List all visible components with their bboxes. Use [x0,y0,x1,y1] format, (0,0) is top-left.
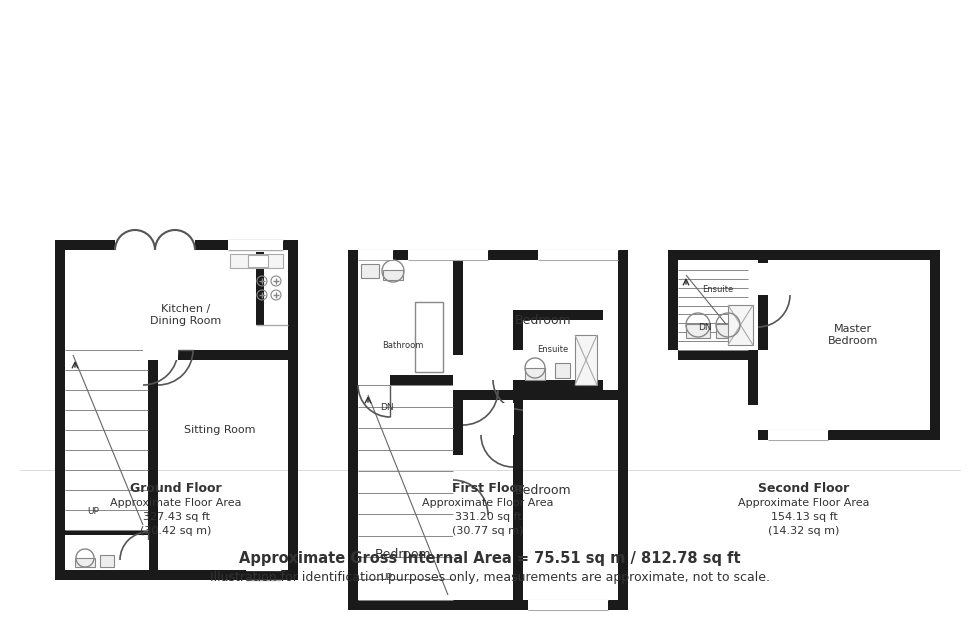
Bar [748,350,758,440]
Bar [256,252,264,325]
Bar [668,430,940,440]
Text: Master
Bedroom: Master Bedroom [828,324,878,346]
Bar [148,355,158,570]
Bar [348,250,358,610]
Bar [555,363,570,378]
Bar [100,555,114,567]
Bar [143,349,178,360]
Text: Approximate Gross Internal Area = 75.51 sq m / 812.78 sq ft: Approximate Gross Internal Area = 75.51 … [239,550,741,566]
Bar [348,600,628,610]
Text: Bedroom: Bedroom [514,483,571,497]
Text: 331.20 sq ft: 331.20 sq ft [455,512,521,522]
Bar [358,250,393,260]
Text: First Floor: First Floor [452,482,524,495]
Bar [230,254,283,268]
Bar [453,390,618,400]
Bar [716,324,740,338]
Text: 327.43 sq ft: 327.43 sq ft [142,512,210,522]
Bar [575,335,597,385]
Text: Bathroom: Bathroom [382,340,423,349]
Text: Kitchen /
Dining Room: Kitchen / Dining Room [150,304,221,326]
Bar [668,250,940,260]
Text: 154.13 sq ft: 154.13 sq ft [770,512,837,522]
Bar [361,264,379,278]
Text: (30.42 sq m): (30.42 sq m) [140,526,212,536]
Text: Sitting Room: Sitting Room [184,425,256,435]
Bar [668,350,758,360]
Text: Approximate Floor Area: Approximate Floor Area [422,498,554,508]
Text: Approximate Floor Area: Approximate Floor Area [111,498,242,508]
Bar [528,600,608,610]
Bar [453,515,464,550]
Text: Ensuite: Ensuite [537,346,568,355]
Bar [513,350,524,380]
Text: (14.32 sq m): (14.32 sq m) [768,526,840,536]
Bar [453,355,464,390]
Bar [348,250,628,260]
Bar [513,380,603,390]
Bar [525,368,545,380]
Bar [758,263,769,295]
Text: DN: DN [698,323,711,333]
Bar [415,302,443,372]
Bar [65,530,148,535]
Bar [383,270,403,280]
Bar [513,310,603,320]
Text: DN: DN [380,403,394,412]
Bar [668,250,678,440]
Bar [758,260,768,350]
Text: UP: UP [380,573,392,582]
Bar [513,310,523,390]
Text: Bedroom: Bedroom [374,548,431,561]
Bar [408,250,488,260]
Bar [55,240,65,580]
Bar [138,540,149,570]
Text: UP: UP [87,508,99,516]
Text: Bedroom: Bedroom [514,314,571,326]
Bar [358,374,390,385]
Bar [75,558,95,567]
Text: Ensuite: Ensuite [703,285,734,294]
Bar [248,255,268,267]
Bar [230,254,283,268]
Bar [668,350,678,440]
Bar [538,250,618,260]
Bar [288,240,298,580]
Bar [768,430,828,440]
Bar [503,403,514,435]
Bar [686,324,710,338]
Bar [358,375,453,385]
Bar [55,570,298,580]
Bar [115,240,195,250]
Bar [668,405,758,440]
Bar [148,350,289,360]
Text: Illustration for identification purposes only, measurements are approximate, not: Illustration for identification purposes… [210,572,770,584]
Text: Approximate Floor Area: Approximate Floor Area [738,498,870,508]
Bar [246,559,281,571]
Bar [417,304,441,370]
Bar [728,305,753,345]
Bar [930,250,940,440]
Bar [55,240,298,250]
Bar [453,260,463,455]
Bar [618,250,628,610]
Bar [513,400,523,600]
Text: Second Floor: Second Floor [759,482,850,495]
Text: Ground Floor: Ground Floor [130,482,221,495]
Text: (30.77 sq m): (30.77 sq m) [453,526,523,536]
Bar [228,240,283,250]
